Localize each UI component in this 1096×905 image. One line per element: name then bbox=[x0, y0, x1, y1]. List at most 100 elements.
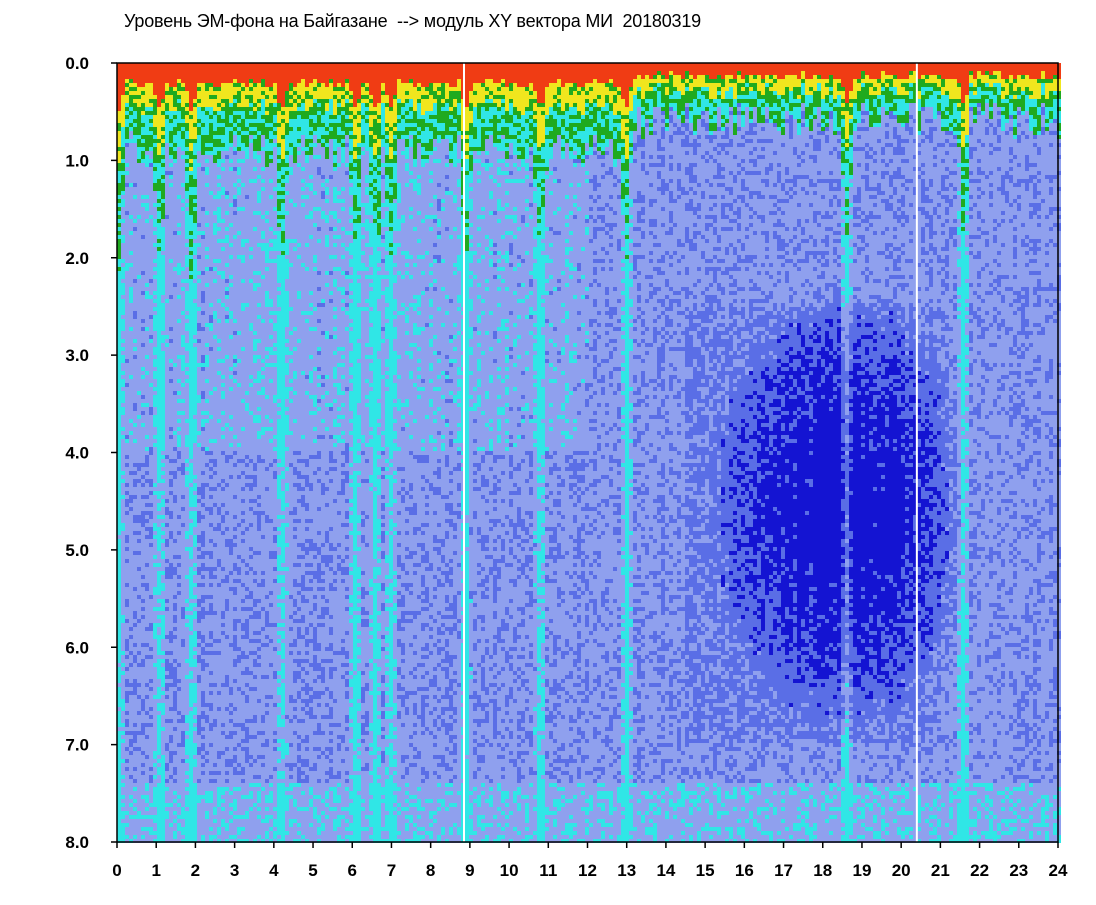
heatmap-cell bbox=[141, 179, 145, 183]
heatmap-cell bbox=[157, 315, 161, 319]
heatmap-cell bbox=[169, 511, 173, 515]
heatmap-cell bbox=[137, 167, 141, 171]
heatmap-cell bbox=[145, 343, 149, 347]
heatmap-cell bbox=[141, 479, 145, 483]
heatmap-cell bbox=[137, 731, 141, 735]
heatmap-cell bbox=[133, 823, 137, 827]
heatmap-cell bbox=[141, 275, 145, 279]
heatmap-cell bbox=[121, 159, 125, 163]
heatmap-cell bbox=[157, 283, 161, 287]
heatmap-cell bbox=[153, 171, 157, 175]
heatmap-cell bbox=[121, 251, 125, 255]
heatmap-cell bbox=[165, 535, 169, 539]
heatmap-cell bbox=[157, 271, 161, 275]
heatmap-cell bbox=[129, 507, 133, 511]
heatmap-cell bbox=[157, 323, 161, 327]
heatmap-cell bbox=[125, 583, 129, 587]
heatmap-cell bbox=[161, 807, 165, 811]
heatmap-cell bbox=[141, 87, 145, 91]
heatmap-cell bbox=[157, 695, 161, 699]
heatmap-cell bbox=[129, 235, 133, 239]
heatmap-cell bbox=[161, 571, 165, 575]
heatmap-cell bbox=[125, 347, 129, 351]
heatmap-cell bbox=[145, 147, 149, 151]
heatmap-cell bbox=[149, 119, 153, 123]
heatmap-cell bbox=[149, 531, 153, 535]
heatmap-cell bbox=[165, 363, 169, 367]
heatmap-cell bbox=[129, 367, 133, 371]
heatmap-cell bbox=[133, 159, 137, 163]
heatmap-cell bbox=[165, 115, 169, 119]
heatmap-cell bbox=[129, 415, 133, 419]
heatmap-cell bbox=[165, 575, 169, 579]
heatmap-cell bbox=[169, 527, 173, 531]
heatmap-cell bbox=[125, 275, 129, 279]
heatmap-cell bbox=[153, 411, 157, 415]
heatmap-cell bbox=[165, 639, 169, 643]
heatmap-cell bbox=[165, 135, 169, 139]
heatmap-cell bbox=[121, 219, 125, 223]
heatmap-cell bbox=[133, 263, 137, 267]
heatmap-cell bbox=[125, 499, 129, 503]
heatmap-cell bbox=[161, 271, 165, 275]
heatmap-cell bbox=[129, 583, 133, 587]
heatmap-cell bbox=[173, 71, 177, 75]
heatmap-cell bbox=[141, 659, 145, 663]
heatmap-cell bbox=[141, 495, 145, 499]
heatmap-cell bbox=[137, 95, 141, 99]
heatmap-cell bbox=[165, 275, 169, 279]
heatmap-cell bbox=[121, 331, 125, 335]
heatmap-cell bbox=[125, 403, 129, 407]
heatmap-cell bbox=[145, 355, 149, 359]
heatmap-cell bbox=[129, 183, 133, 187]
heatmap-cell bbox=[165, 551, 169, 555]
heatmap-cell bbox=[141, 139, 145, 143]
heatmap-cell bbox=[145, 459, 149, 463]
heatmap-cell bbox=[169, 399, 173, 403]
heatmap-cell bbox=[169, 147, 173, 151]
heatmap-cell bbox=[129, 271, 133, 275]
heatmap-cell bbox=[125, 635, 129, 639]
heatmap-cell bbox=[157, 163, 161, 167]
heatmap-cell bbox=[169, 163, 173, 167]
heatmap-cell bbox=[157, 79, 161, 83]
heatmap-cell bbox=[173, 487, 177, 491]
heatmap-cell bbox=[157, 575, 161, 579]
heatmap-cell bbox=[153, 811, 157, 815]
heatmap-cell bbox=[153, 707, 157, 711]
heatmap-cell bbox=[145, 75, 149, 79]
heatmap-cell bbox=[141, 323, 145, 327]
heatmap-cell bbox=[133, 723, 137, 727]
heatmap-cell bbox=[125, 731, 129, 735]
heatmap-cell bbox=[133, 547, 137, 551]
heatmap-cell bbox=[129, 151, 133, 155]
heatmap-cell bbox=[169, 227, 173, 231]
heatmap-cell bbox=[153, 575, 157, 579]
heatmap-cell bbox=[165, 71, 169, 75]
heatmap-cell bbox=[157, 795, 161, 799]
heatmap-cell bbox=[129, 275, 133, 279]
heatmap-cell bbox=[133, 479, 137, 483]
heatmap-cell bbox=[133, 503, 137, 507]
heatmap-cell bbox=[169, 547, 173, 551]
heatmap-cell bbox=[161, 815, 165, 819]
heatmap-cell bbox=[129, 831, 133, 835]
heatmap-cell bbox=[137, 203, 141, 207]
heatmap-cell bbox=[121, 487, 125, 491]
heatmap-cell bbox=[161, 355, 165, 359]
heatmap-cell bbox=[125, 343, 129, 347]
heatmap-cell bbox=[153, 435, 157, 439]
heatmap-cell bbox=[141, 827, 145, 831]
heatmap-cell bbox=[169, 723, 173, 727]
heatmap-cell bbox=[173, 723, 177, 727]
heatmap-cell bbox=[141, 535, 145, 539]
heatmap-cell bbox=[173, 359, 177, 363]
heatmap-cell bbox=[125, 655, 129, 659]
heatmap-cell bbox=[149, 715, 153, 719]
heatmap-cell bbox=[169, 115, 173, 119]
heatmap-cell bbox=[125, 479, 129, 483]
heatmap-cell bbox=[157, 311, 161, 315]
heatmap-cell bbox=[165, 579, 169, 583]
heatmap-cell bbox=[145, 827, 149, 831]
heatmap-cell bbox=[173, 771, 177, 775]
